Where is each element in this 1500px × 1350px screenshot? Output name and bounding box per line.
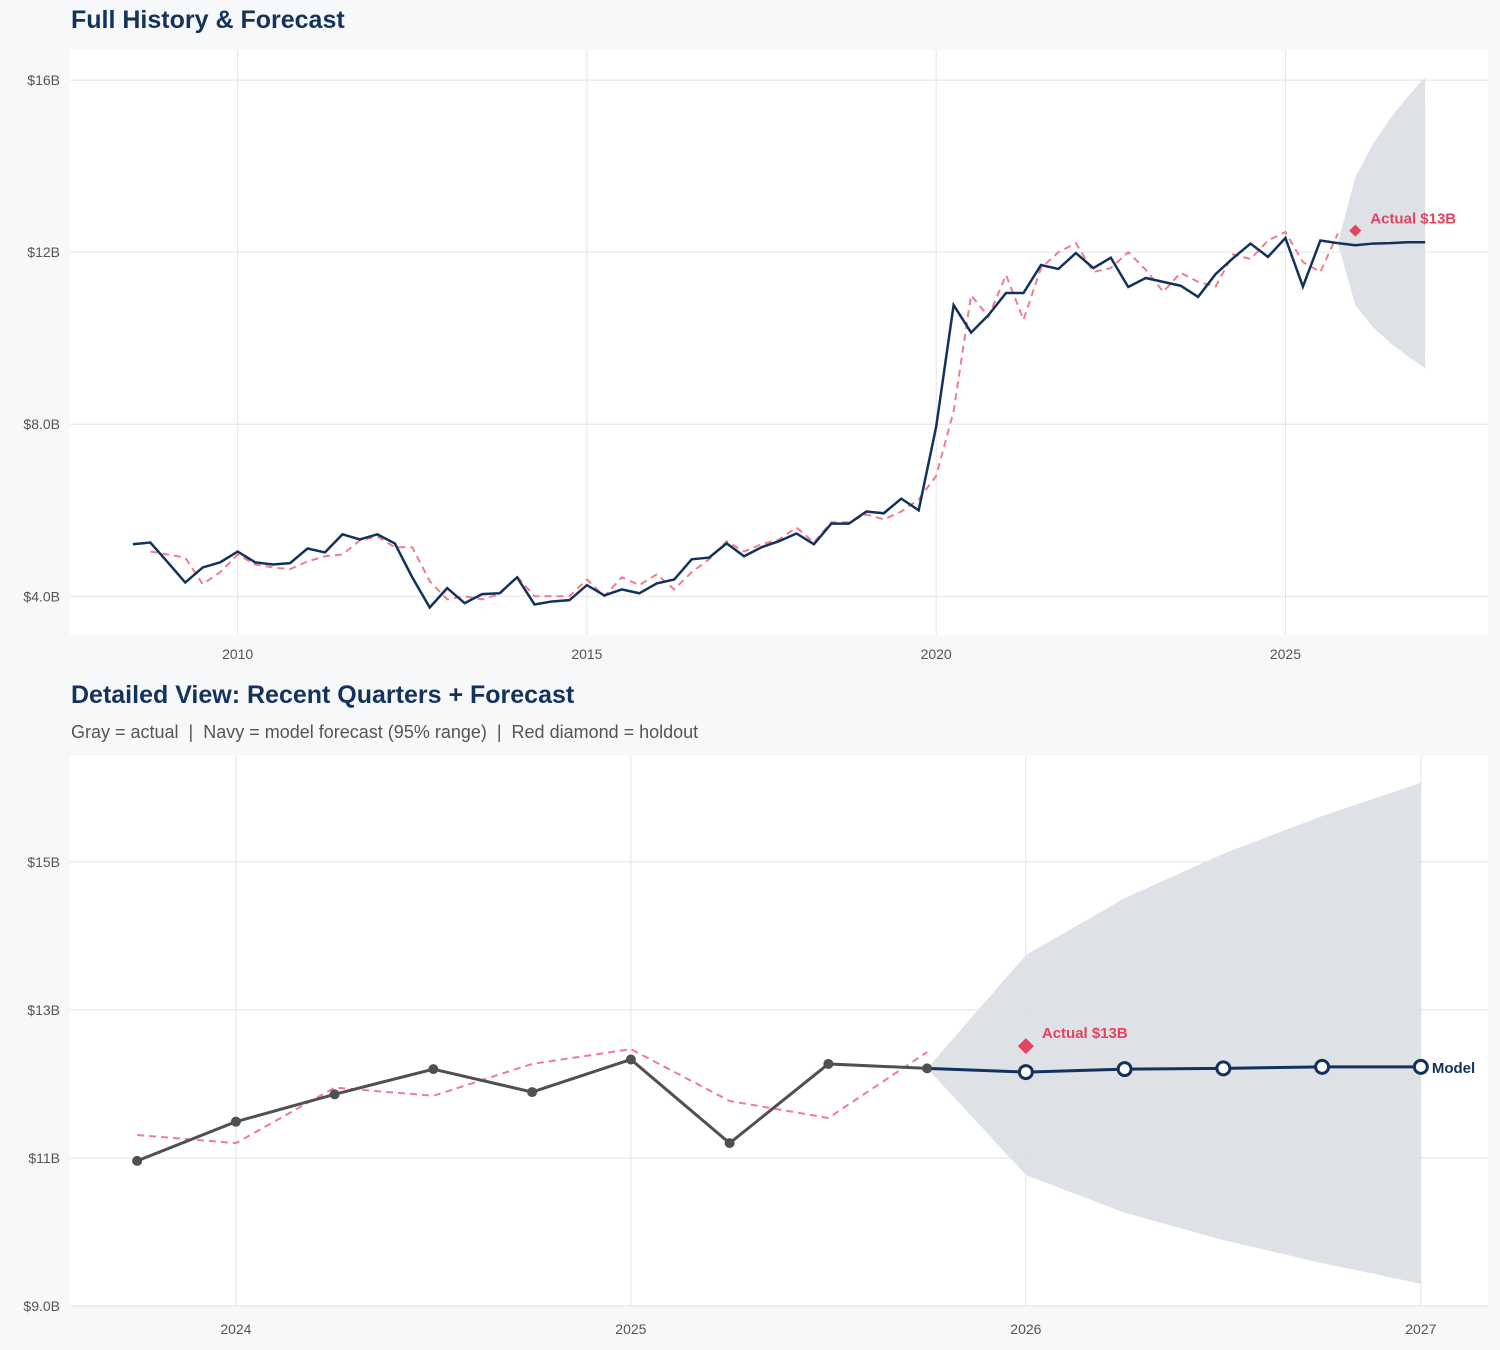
- top-forecast-line: [1337, 241, 1426, 247]
- actual-point: [230, 1116, 241, 1127]
- top-forecast-band: [1337, 77, 1426, 369]
- bottom-chart-title: Detailed View: Recent Quarters + Forecas…: [71, 681, 575, 709]
- top-y-tick-label: $12B: [27, 244, 60, 260]
- top-chart: $4.0B $8.0B $12B $16B 2010 2015 2020 2025 Actual…: [23, 50, 1488, 662]
- bottom-y-tick-label: $11B: [28, 1150, 60, 1166]
- bottom-x-tick-label: 2025: [615, 1321, 646, 1337]
- top-plot-area: [70, 50, 1488, 635]
- forecast-point: [1412, 1058, 1429, 1075]
- actual-point: [527, 1087, 538, 1098]
- actual-point: [132, 1155, 143, 1166]
- actual-point: [724, 1138, 735, 1149]
- top-y-tick-label: $8.0B: [23, 416, 60, 432]
- top-fitted-line: [150, 230, 1339, 601]
- bottom-forecast-band: [927, 782, 1421, 1284]
- top-x-tick-label: 2015: [571, 646, 602, 662]
- top-y-tick-label: $16B: [27, 72, 60, 88]
- bottom-y-tick-label: $9.0B: [23, 1298, 60, 1314]
- top-holdout-diamond: [1349, 224, 1362, 237]
- top-x-tick-label: 2025: [1270, 646, 1301, 662]
- actual-point: [329, 1089, 340, 1100]
- forecast-point: [1017, 1064, 1034, 1081]
- top-chart-title: Full History & Forecast: [71, 6, 345, 34]
- top-x-tick-label: 2010: [222, 646, 253, 662]
- top-x-tick-label: 2020: [921, 646, 952, 662]
- bottom-x-tick-label: 2026: [1010, 1321, 1041, 1337]
- actual-point: [625, 1054, 636, 1065]
- top-actual-line: [132, 235, 1339, 610]
- bottom-chart: $9.0B $11B $13B $15B 2024 2025 2026 2027 Model Ac…: [23, 756, 1488, 1337]
- bottom-forecast-line: [927, 1065, 1421, 1074]
- bottom-y-tick-label: $15B: [27, 854, 60, 870]
- actual-point: [922, 1063, 933, 1074]
- forecast-point: [1116, 1061, 1133, 1078]
- forecast-point: [1314, 1058, 1331, 1075]
- bottom-holdout-label: Actual $13B: [1042, 1025, 1128, 1042]
- bottom-holdout-diamond: [1017, 1038, 1034, 1055]
- bottom-fitted-line: [137, 1048, 928, 1145]
- top-holdout-label: Actual $13B: [1370, 211, 1456, 228]
- actual-point: [823, 1058, 834, 1069]
- forecast-point: [1215, 1060, 1232, 1077]
- bottom-x-tick-label: 2024: [220, 1321, 251, 1337]
- actual-point: [428, 1064, 439, 1075]
- bottom-x-tick-label: 2027: [1405, 1321, 1436, 1337]
- bottom-chart-subtitle: Gray = actual | Navy = model forecast (9…: [71, 722, 699, 742]
- top-y-tick-label: $4.0B: [23, 588, 60, 604]
- bottom-y-tick-label: $13B: [27, 1002, 60, 1018]
- model-label: Model: [1432, 1060, 1475, 1077]
